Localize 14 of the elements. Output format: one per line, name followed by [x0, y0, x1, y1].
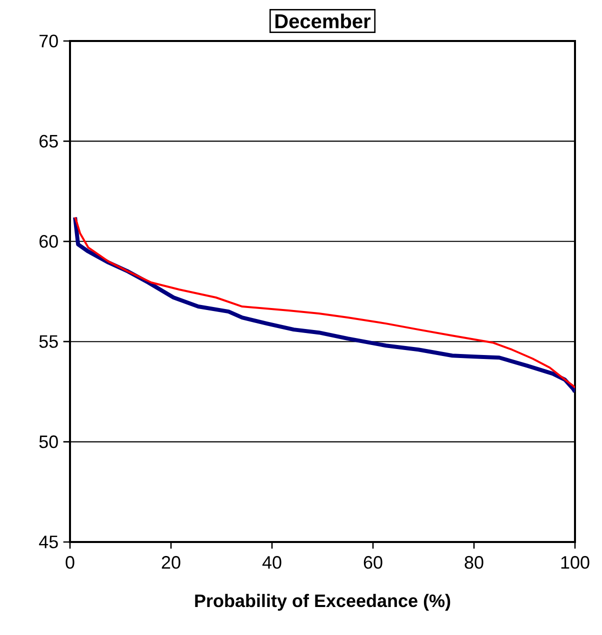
x-tick-label: 20 — [162, 556, 180, 569]
y-tick-label: 55 — [39, 335, 58, 348]
y-tick-label: 50 — [39, 435, 58, 448]
y-tick-label: 65 — [40, 134, 58, 148]
y-tick-label: 70 — [40, 34, 58, 48]
y-tick-label: 60 — [40, 235, 58, 248]
chart-title: December — [275, 14, 371, 28]
x-tick-label: 100 — [561, 556, 590, 569]
x-tick-label: 60 — [364, 556, 382, 569]
x-tick-label: 40 — [262, 556, 282, 569]
y-tick-label: 45 — [39, 536, 58, 548]
x-tick-label: 80 — [464, 556, 484, 569]
x-tick-label: 0 — [66, 556, 74, 569]
x-axis-title: Probability of Exceedance (%) — [195, 594, 450, 611]
